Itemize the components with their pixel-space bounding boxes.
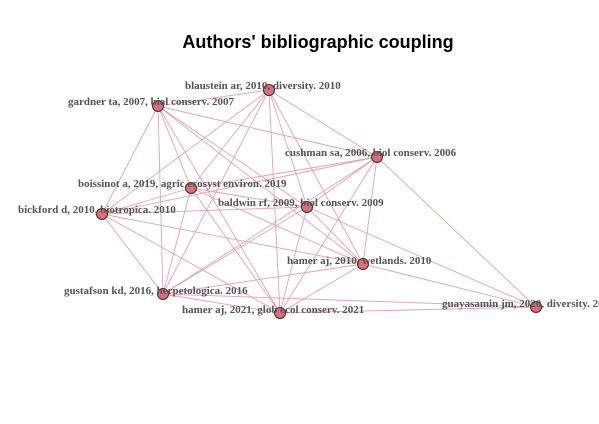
edge-cushman-guayasamin [376,156,537,308]
edge-gardner-boissinot [157,105,192,189]
node-layer [96,84,542,319]
label-layer: blaustein ar, 2010, diversity. 2010 gardn… [18,80,599,316]
node-guayasamin[interactable] [530,301,542,313]
edge-gardner-baldwin [157,105,308,208]
edge-gardner-cushman [157,105,378,158]
node-cushman[interactable] [371,151,383,163]
edge-blaustein-hamer2010 [268,89,364,265]
edge-bickford-hamer2021 [101,213,281,314]
edge-hamer2021-guayasamin [279,306,537,314]
node-gustafson[interactable] [157,288,169,300]
node-boissinot[interactable] [185,182,197,194]
edge-baldwin-hamer2021 [279,206,308,314]
edge-bickford-hamer2010 [101,213,364,265]
edge-gardner-hamer2010 [157,105,364,265]
edge-gustafson-hamer2021 [162,293,281,314]
node-label-blaustein: blaustein ar, 2010, diversity. 2010 [185,80,341,92]
node-label-guayasamin: guayasamin jm, 2020, diversity. 2020 [442,298,599,310]
node-blaustein[interactable] [263,84,275,96]
node-label-hamer2021: hamer aj, 2021, glob ecol conserv. 2021 [182,304,364,316]
node-bickford[interactable] [96,208,108,220]
node-gardner[interactable] [152,100,164,112]
node-hamer2010[interactable] [357,258,369,270]
edge-hamer2010-hamer2021 [279,263,364,314]
edge-cushman-boissinot [190,156,378,189]
node-label-bickford: bickford d, 2010, biotropica. 2010 [18,204,176,216]
edge-blaustein-boissinot [190,89,270,189]
edge-boissinot-baldwin [190,187,308,208]
edge-gardner-gustafson [157,105,164,295]
edge-gardner-hamer2021 [157,105,281,314]
edge-baldwin-hamer2010 [306,206,364,265]
node-label-gardner: gardner ta, 2007, biol conserv. 2007 [68,96,235,108]
node-label-cushman: cushman sa, 2006, biol conserv. 2006 [285,147,457,159]
edge-gardner-bickford [101,105,159,215]
edge-cushman-hamer2010 [362,156,378,265]
edge-boissinot-bickford [101,187,192,215]
node-label-gustafson: gustafson kd, 2016, herpetologica. 2016 [64,285,248,297]
edge-boissinot-gustafson [162,187,192,295]
edge-hamer2010-guayasamin [362,263,537,308]
node-label-hamer2010: hamer aj, 2010, wetlands. 2010 [287,255,432,267]
edge-baldwin-gustafson [162,206,308,295]
edge-hamer2010-gustafson [162,263,364,295]
edge-blaustein-gardner [157,89,270,107]
edge-bickford-baldwin [101,206,308,215]
node-label-boissinot: boissinot a, 2019, agric ecosyst environ… [78,178,287,190]
edge-blaustein-cushman [268,89,378,158]
node-hamer2021[interactable] [274,307,286,319]
edge-bickford-gustafson [101,213,164,295]
edge-cushman-bickford [101,156,378,215]
edge-cushman-baldwin [306,156,378,208]
node-baldwin[interactable] [301,201,313,213]
edge-gustafson-guayasamin [162,293,537,308]
node-label-baldwin: baldwin rf, 2009, biol conserv. 2009 [218,197,384,209]
edge-boissinot-hamer2010 [190,187,364,265]
edge-cushman-hamer2021 [279,156,378,314]
edge-baldwin-guayasamin [306,206,537,308]
edge-cushman-gustafson [162,156,378,295]
edge-layer [101,89,537,314]
chart-title: Authors' bibliographic coupling [182,32,453,52]
edge-blaustein-baldwin [268,89,308,208]
